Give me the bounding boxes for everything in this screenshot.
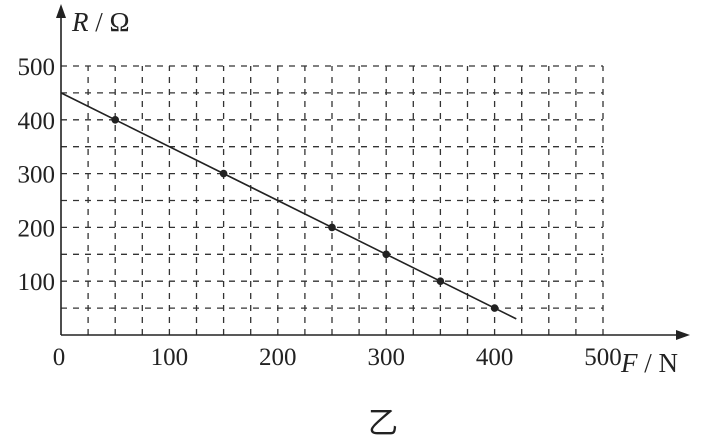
data-point <box>328 223 336 232</box>
tick-labels: 0 100 200 300 400 500 100 200 300 400 500 <box>18 54 622 371</box>
y-tick-label: 200 <box>18 215 56 242</box>
x-axis-arrow-icon <box>676 330 690 340</box>
axes <box>56 4 690 340</box>
x-tick-label: 0 <box>53 344 66 371</box>
data-point <box>490 304 499 312</box>
x-tick-label: 300 <box>367 344 405 371</box>
x-tick-label: 500 <box>584 344 622 371</box>
grid <box>61 65 604 335</box>
x-axis-label: F / N <box>620 348 678 378</box>
y-tick-label: 100 <box>18 269 56 296</box>
y-axis-arrow-icon <box>56 4 66 18</box>
data-point <box>436 277 445 286</box>
data-point <box>111 116 119 124</box>
y-tick-label: 400 <box>18 108 56 135</box>
data-point <box>219 169 228 178</box>
x-tick-label: 200 <box>259 344 297 371</box>
figure-caption: 乙 <box>368 407 398 437</box>
x-tick-label: 100 <box>151 344 189 371</box>
series <box>60 92 517 320</box>
y-tick-label: 500 <box>18 54 56 81</box>
data-point <box>382 250 391 259</box>
y-tick-label: 300 <box>18 162 56 189</box>
fit-line <box>60 92 517 320</box>
x-tick-label: 400 <box>476 344 514 371</box>
y-axis-label: R / Ω <box>71 7 130 37</box>
